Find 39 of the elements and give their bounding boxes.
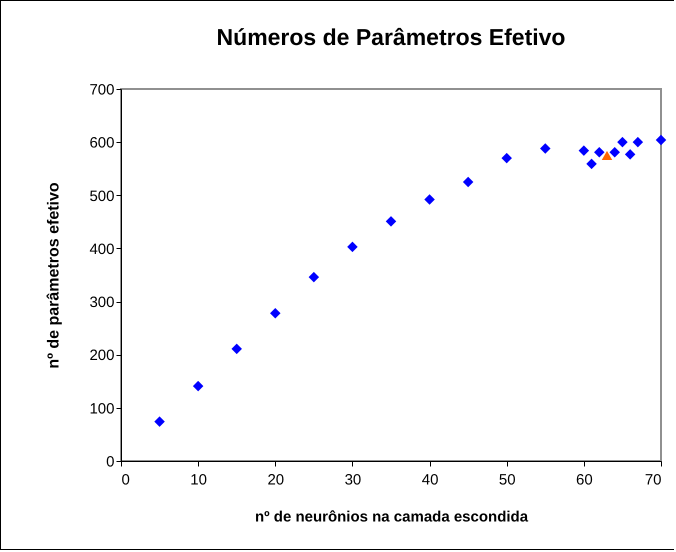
point: [586, 158, 597, 170]
point: [617, 136, 628, 148]
x-tick-label: 70: [644, 472, 662, 488]
point: [192, 380, 204, 392]
point: [501, 152, 512, 164]
y-tick-label: 700: [89, 82, 114, 98]
point: [154, 416, 165, 427]
x-tick-label: 50: [498, 472, 516, 488]
y-tick-label: 100: [89, 400, 114, 418]
y-tick-label: 0: [106, 454, 114, 470]
point: [632, 136, 644, 148]
point: [424, 194, 435, 205]
point: [386, 216, 396, 227]
y-tick-label: 300: [89, 294, 114, 312]
x-tick-label: 30: [344, 472, 362, 488]
point: [308, 272, 320, 282]
x-tick-label: 0: [122, 472, 130, 488]
point: [594, 146, 605, 158]
point: [602, 150, 612, 160]
y-tick-label: 600: [89, 134, 114, 152]
x-tick-label: 40: [422, 472, 438, 488]
point: [609, 146, 620, 158]
x-tick-label: 20: [267, 472, 284, 488]
x-tick-label: 10: [190, 472, 207, 488]
point: [656, 134, 666, 146]
y-tick-label: 200: [89, 347, 114, 364]
x-tick-label: 60: [576, 472, 593, 488]
point: [578, 145, 590, 156]
y-axis-title: nº de parâmetros efetivo: [45, 182, 62, 369]
point: [270, 308, 281, 319]
point: [540, 143, 551, 154]
y-tick-label: 400: [89, 240, 114, 258]
x-axis-title: nº de neurônios na camada escondida: [254, 508, 529, 526]
chart-title: Números de Parâmetros Efetivo: [216, 24, 566, 50]
point: [624, 149, 636, 160]
y-tick-label: 500: [89, 188, 114, 205]
point: [462, 176, 474, 188]
point: [347, 242, 358, 252]
point: [231, 344, 242, 354]
